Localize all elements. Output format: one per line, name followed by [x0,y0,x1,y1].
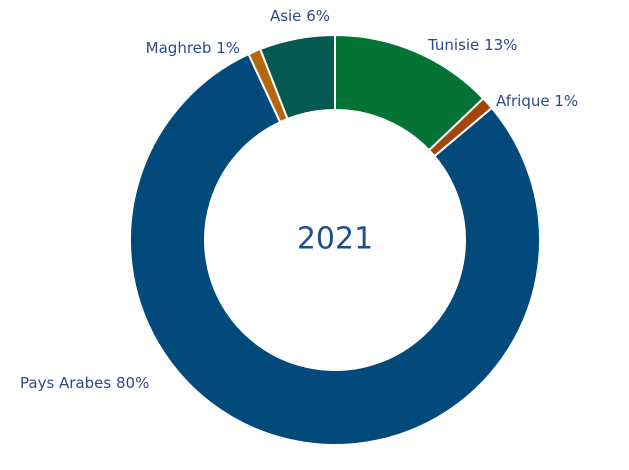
slice-value: 6% [306,7,330,25]
slice-value: 1% [216,39,240,57]
slice-label: Maghreb 1% [146,39,240,57]
slice-name: Maghreb [146,39,212,57]
slice-name: Asie [270,7,301,25]
slice-name: Afrique [496,92,550,110]
center-label: 2021 [297,222,373,257]
slice-value: 1% [554,92,578,110]
slice-label: Asie 6% [270,7,330,25]
slice-label: Pays Arabes 80% [20,374,149,392]
slice-label: Afrique 1% [496,92,578,110]
slice-name: Tunisie [427,36,479,54]
donut-slice [129,52,541,446]
slice-label: Tunisie 13% [427,36,517,54]
slice-name: Pays Arabes [20,374,111,392]
slice-value: 13% [484,36,517,54]
donut-slice [258,33,336,121]
slice-value: 80% [116,374,149,392]
